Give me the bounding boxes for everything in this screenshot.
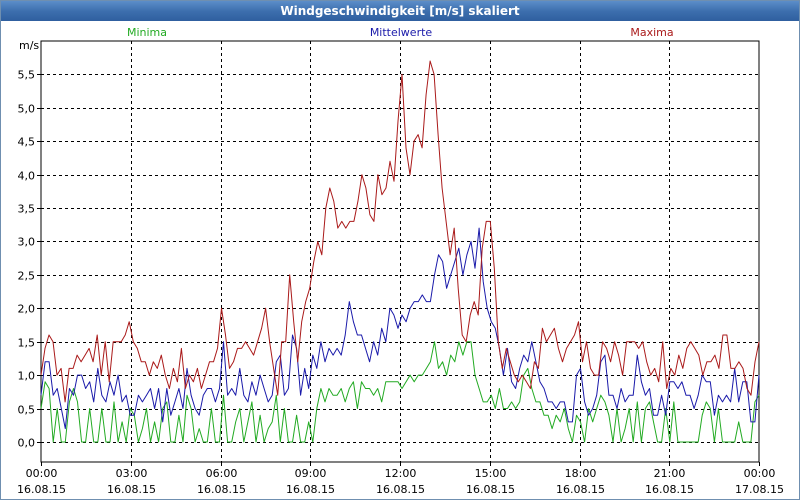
x-tick-label-date: 16.08.15 — [466, 483, 515, 496]
y-tick-label: 4,5 — [18, 136, 36, 149]
x-tick-label-date: 16.08.15 — [17, 483, 66, 496]
x-tick-label-date: 16.08.15 — [645, 483, 694, 496]
x-tick-label-date: 16.08.15 — [197, 483, 246, 496]
x-tick-label-time: 00:00 — [744, 467, 776, 480]
x-tick-label-date: 17.08.15 — [735, 483, 784, 496]
y-axis-unit-label: m/s — [19, 39, 39, 52]
y-tick-label: 5,5 — [18, 69, 36, 82]
x-tick-label-time: 15:00 — [475, 467, 507, 480]
x-tick-label-time: 12:00 — [385, 467, 417, 480]
y-tick-label: 1,5 — [18, 337, 36, 350]
series-line-maxima — [40, 60, 760, 403]
y-tick-label: 5,0 — [18, 103, 36, 116]
series-line-mittelwerte — [40, 227, 760, 430]
axis-layer: 0,0 0,5 1,0 1,5 2,0 2,5 3,0 3,5 4,0 4,5 5,0 5,5 00:0… — [17, 40, 784, 496]
x-tick-label-date: 16.08.15 — [286, 483, 335, 496]
x-tick-label-time: 06:00 — [206, 467, 238, 480]
wind-speed-chart: 0,0 0,5 1,0 1,5 2,0 2,5 3,0 3,5 4,0 4,5 5,0 5,5 00:0… — [17, 26, 784, 496]
x-tick-label-time: 21:00 — [654, 467, 686, 480]
series-layer — [40, 60, 760, 443]
y-tick-label: 0,5 — [18, 404, 36, 417]
legend-maxima: Maxima — [630, 26, 673, 39]
x-tick-label-date: 16.08.15 — [556, 483, 605, 496]
x-tick-label-date: 16.08.15 — [107, 483, 156, 496]
window-title: Windgeschwindigkeit [m/s] skaliert — [1, 1, 799, 21]
x-tick-label-time: 18:00 — [565, 467, 597, 480]
y-tick-label: 4,0 — [18, 170, 36, 183]
x-tick-label-time: 09:00 — [295, 467, 327, 480]
x-tick-label-date: 16.08.15 — [376, 483, 425, 496]
legend-mittelwerte: Mittelwerte — [370, 26, 433, 39]
y-tick-label: 0,0 — [18, 437, 36, 450]
y-tick-label: 3,0 — [18, 236, 36, 249]
grid-layer — [41, 41, 759, 462]
legend-minima: Minima — [127, 26, 167, 39]
y-tick-label: 2,0 — [18, 303, 36, 316]
x-tick-label-time: 00:00 — [26, 467, 58, 480]
y-tick-label: 1,0 — [18, 370, 36, 383]
y-tick-label: 3,5 — [18, 203, 36, 216]
series-line-minima — [40, 341, 760, 443]
x-tick-label-time: 03:00 — [116, 467, 148, 480]
y-tick-label: 2,5 — [18, 270, 36, 283]
